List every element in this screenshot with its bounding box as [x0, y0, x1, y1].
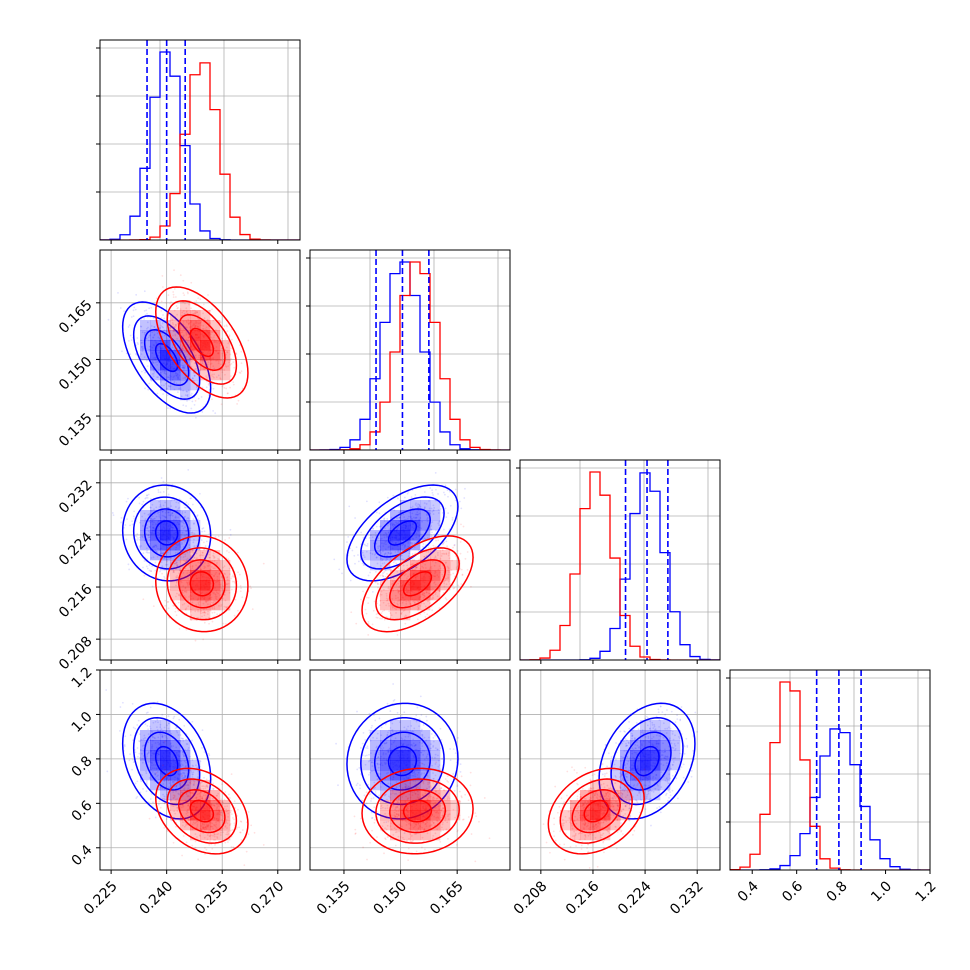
panel-frame	[309, 249, 511, 451]
contour-1-1	[178, 559, 226, 609]
y-tick-label: 0.232	[56, 477, 96, 517]
x-tick-label: 0.165	[427, 878, 467, 918]
contour-0-2	[360, 717, 445, 806]
density-cells-1	[170, 550, 231, 621]
contour-0-2	[360, 496, 445, 570]
contour-1-3	[361, 767, 474, 855]
contour-0-0	[387, 745, 418, 777]
contour-1-3	[547, 767, 645, 855]
y-tick-label: 1.0	[69, 709, 96, 736]
contour-0-2	[610, 716, 684, 806]
x-tick-label: 0.232	[667, 878, 707, 918]
density-cells-0	[140, 500, 201, 571]
panel-frame	[519, 669, 721, 871]
y-tick-label: 0.224	[56, 529, 96, 569]
y-tick-label: 0.135	[56, 410, 96, 450]
contour-0-1	[143, 508, 190, 558]
histogram-series-1	[310, 261, 510, 450]
histogram-panel-1	[306, 249, 511, 454]
histogram-panel-2	[516, 459, 721, 664]
scatter-panel-2-1	[309, 459, 511, 664]
x-tick-label: 0.8	[824, 878, 851, 905]
contour-1-0	[189, 799, 215, 823]
y-tick-label: 0.216	[56, 581, 96, 621]
contour-1-2	[166, 778, 238, 844]
contour-1-3	[155, 535, 249, 633]
contour-1-3	[155, 286, 249, 399]
histogram-series-1	[520, 471, 720, 660]
panel-frame	[99, 459, 301, 661]
contour-1-0	[402, 799, 433, 823]
panel-frame	[99, 249, 301, 451]
scatter-panel-3-1: 0.135 0.150 0.165	[309, 669, 511, 918]
x-tick-label: 0.240	[137, 878, 177, 918]
contour-0-2	[132, 496, 201, 570]
contour-1-2	[559, 778, 633, 844]
contour-1-0	[189, 571, 215, 597]
histogram-panel-0	[96, 39, 301, 244]
contour-1-1	[178, 313, 226, 371]
contour-1-2	[375, 547, 460, 621]
contour-1-2	[166, 300, 238, 385]
contour-0-3	[121, 702, 212, 820]
panel-frame	[309, 669, 511, 871]
y-tick-label: 0.165	[56, 297, 96, 337]
y-tick-label: 0.208	[56, 633, 96, 673]
y-tick-label: 0.150	[56, 354, 96, 394]
density-cells-1	[380, 780, 461, 841]
scatter-panel-3-0: 0.225 0.240 0.255 0.270 0.4 0.6 0.8 1.0 1.2	[69, 664, 301, 918]
panel-frame	[309, 459, 511, 661]
contour-1-1	[571, 788, 621, 834]
contour-1-3	[155, 767, 249, 855]
scatter-panel-1-0: 0.135 0.150 0.165	[56, 249, 301, 454]
panel-frame	[99, 669, 301, 871]
scatter-panel-3-2: 0.208 0.216 0.224 0.232	[511, 669, 721, 918]
histogram-series-0	[100, 51, 300, 240]
contour-0-0	[634, 745, 660, 777]
y-tick-label: 0.4	[69, 842, 96, 869]
panel-frame	[519, 459, 721, 661]
contour-1-0	[189, 327, 215, 358]
contour-1-0	[402, 571, 433, 597]
contour-1-2	[166, 547, 238, 621]
x-tick-label: 0.208	[511, 878, 551, 918]
contour-1-0	[583, 799, 609, 823]
x-tick-label: 0.216	[563, 878, 603, 918]
contour-0-1	[143, 329, 190, 387]
histogram-panel-3: 0.4 0.6 0.8 1.0 1.2	[726, 669, 940, 905]
scatter-panel-2-0: 0.208 0.216 0.224 0.232	[56, 459, 301, 673]
x-tick-label: 0.255	[192, 878, 232, 918]
contour-0-1	[373, 731, 431, 791]
x-tick-label: 0.225	[81, 878, 121, 918]
density-cells-0	[610, 720, 681, 801]
panel-frame	[99, 39, 301, 241]
x-tick-label: 0.4	[735, 878, 762, 905]
contour-0-3	[598, 702, 696, 820]
x-tick-label: 0.6	[779, 878, 806, 905]
panel-frame	[729, 669, 931, 871]
x-tick-label: 0.135	[314, 878, 354, 918]
contour-0-1	[143, 731, 190, 791]
x-tick-label: 0.224	[615, 878, 655, 918]
x-tick-label: 1.0	[868, 878, 895, 905]
contour-0-0	[154, 745, 179, 777]
histogram-series-1	[730, 681, 930, 870]
contour-1-3	[361, 535, 474, 633]
x-tick-label: 0.150	[371, 878, 411, 918]
contour-0-3	[346, 484, 459, 582]
contour-1-1	[389, 789, 447, 834]
contour-1-1	[389, 559, 447, 609]
contour-0-0	[387, 520, 418, 546]
y-tick-label: 0.8	[69, 753, 96, 780]
contour-0-3	[121, 484, 212, 582]
contour-1-1	[178, 788, 226, 834]
y-tick-label: 1.2	[69, 664, 96, 691]
contour-0-0	[154, 520, 179, 546]
x-tick-label: 0.270	[248, 878, 288, 918]
contour-1-2	[375, 778, 460, 844]
x-tick-label: 1.2	[913, 878, 940, 905]
y-tick-label: 0.6	[69, 798, 96, 825]
contour-0-0	[154, 342, 179, 373]
